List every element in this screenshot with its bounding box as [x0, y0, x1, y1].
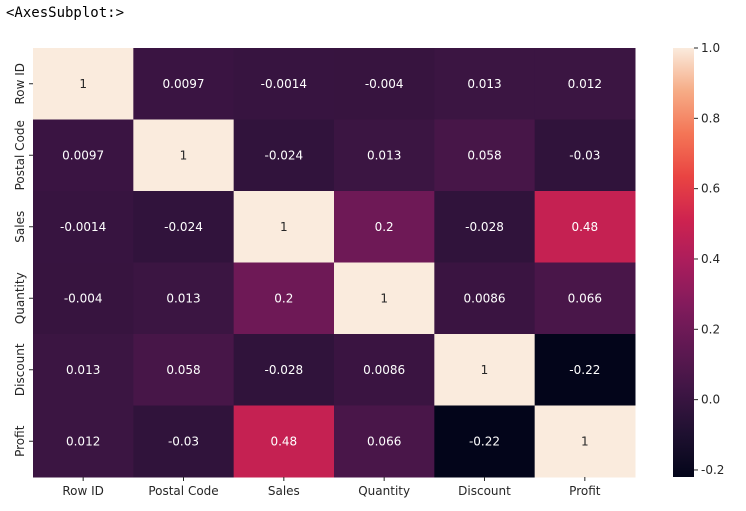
heatmap-cell-5-3	[334, 405, 435, 478]
cell-value-label-4-4: 1	[481, 363, 489, 377]
cell-value-label-0-0: 1	[79, 77, 87, 91]
cell-value-label-0-2: -0.0014	[261, 77, 307, 91]
heatmap-cell-4-3	[334, 334, 435, 406]
cell-value-label-2-2: 1	[280, 220, 288, 234]
cell-value-label-1-4: 0.058	[467, 148, 501, 162]
heatmap-cell-4-4	[434, 334, 536, 406]
y-tick-label-0: Row ID	[13, 63, 27, 105]
cell-value-label-3-3: 1	[380, 291, 388, 305]
cell-value-label-4-5: -0.22	[569, 363, 600, 377]
heatmap-cell-2-5	[534, 191, 636, 263]
colorbar-tick-label-3: 0.4	[701, 252, 720, 266]
cell-value-label-1-0: 0.0097	[62, 148, 104, 162]
cell-value-label-5-4: -0.22	[469, 434, 500, 448]
heatmap-cell-1-1	[133, 119, 235, 192]
cell-value-label-5-3: 0.066	[367, 434, 401, 448]
heatmap-cell-3-2	[233, 262, 335, 335]
cell-value-label-3-5: 0.066	[568, 291, 602, 305]
cell-value-label-4-0: 0.013	[66, 363, 100, 377]
heatmap-cell-0-2	[233, 48, 335, 120]
colorbar-tick-label-5: 0.0	[701, 393, 720, 407]
colorbar-tick-label-4: 0.2	[701, 322, 720, 336]
colorbar-tick-label-6: -0.2	[701, 463, 724, 477]
cell-value-label-1-2: -0.024	[264, 148, 303, 162]
cell-value-label-5-2: 0.48	[270, 434, 297, 448]
cell-value-label-4-2: -0.028	[264, 363, 303, 377]
cell-value-label-3-1: 0.013	[166, 291, 200, 305]
heatmap-cell-1-5	[534, 119, 636, 192]
heatmap-cell-5-2	[233, 405, 335, 478]
heatmap-cell-1-4	[434, 119, 536, 192]
heatmap-cell-5-5	[534, 405, 636, 478]
cell-value-label-0-3: -0.004	[365, 77, 404, 91]
heatmap-cell-3-3	[334, 262, 435, 335]
heatmap-cell-3-0	[33, 262, 134, 335]
heatmap-cell-3-4	[434, 262, 536, 335]
cell-value-label-2-4: -0.028	[465, 220, 504, 234]
cell-value-label-0-1: 0.0097	[163, 77, 205, 91]
colorbar-tick-label-1: 0.8	[701, 111, 720, 125]
heatmap-cell-3-5	[534, 262, 636, 335]
x-tick-label-4: Discount	[458, 484, 511, 498]
heatmap-cell-4-2	[233, 334, 335, 406]
cell-value-label-3-0: -0.004	[64, 291, 103, 305]
cell-value-label-3-2: 0.2	[274, 291, 293, 305]
cell-value-label-2-5: 0.48	[571, 220, 598, 234]
cell-value-label-2-1: -0.024	[164, 220, 203, 234]
colorbar-tick-label-0: 1.0	[701, 41, 720, 55]
cell-value-label-5-0: 0.012	[66, 434, 100, 448]
heatmap-cell-2-1	[133, 191, 235, 263]
cell-value-label-5-1: -0.03	[168, 434, 199, 448]
x-tick-label-3: Quantity	[358, 484, 410, 498]
y-tick-label-1: Postal Code	[13, 120, 27, 190]
heatmap-cell-1-2	[233, 119, 335, 192]
x-tick-label-1: Postal Code	[148, 484, 218, 498]
heatmap-cell-0-1	[133, 48, 235, 120]
heatmap-cell-5-4	[434, 405, 536, 478]
x-tick-label-5: Profit	[569, 484, 601, 498]
y-tick-label-4: Discount	[13, 343, 27, 396]
heatmap-cell-0-4	[434, 48, 536, 120]
heatmap-cell-2-2	[233, 191, 335, 263]
cell-value-label-4-1: 0.058	[166, 363, 200, 377]
x-tick-label-2: Sales	[268, 484, 300, 498]
heatmap-cell-3-1	[133, 262, 235, 335]
heatmap-cell-5-1	[133, 405, 235, 478]
cell-value-label-5-5: 1	[581, 434, 589, 448]
heatmap-cell-0-3	[334, 48, 435, 120]
x-tick-label-0: Row ID	[62, 484, 104, 498]
heatmap-cells: 1 0.0097 -0.0014 -0.004 0.013 0.012 0.0097 1 -0.…	[33, 48, 636, 478]
cell-value-label-1-3: 0.013	[367, 148, 401, 162]
cell-value-label-1-5: -0.03	[569, 148, 600, 162]
cell-output-label: <AxesSubplot:>	[6, 5, 125, 21]
heatmap-cell-2-3	[334, 191, 435, 263]
colorbar-gradient	[673, 48, 694, 477]
heatmap-cell-2-0	[33, 191, 134, 263]
y-tick-label-2: Sales	[13, 211, 27, 243]
heatmap-cell-1-3	[334, 119, 435, 192]
heatmap-cell-0-0	[33, 48, 134, 120]
heatmap-cell-4-5	[534, 334, 636, 406]
x-tick-labels: Row ID Postal Code Sales Quantity Discount Pr…	[62, 477, 601, 498]
cell-value-label-0-4: 0.013	[467, 77, 501, 91]
heatmap-cell-2-4	[434, 191, 536, 263]
cell-value-label-0-5: 0.012	[568, 77, 602, 91]
heatmap-cell-4-1	[133, 334, 235, 406]
cell-value-label-4-3: 0.0086	[363, 363, 405, 377]
cell-value-label-1-1: 1	[180, 148, 188, 162]
cell-value-label-2-3: 0.2	[375, 220, 394, 234]
y-tick-label-5: Profit	[13, 425, 27, 457]
cell-value-label-2-0: -0.0014	[60, 220, 106, 234]
colorbar: 1.0 0.8 0.6 0.4 0.2 0.0 -0.2	[673, 41, 724, 477]
heatmap-cell-4-0	[33, 334, 134, 406]
cell-value-label-3-4: 0.0086	[464, 291, 506, 305]
y-tick-label-3: Quantity	[13, 272, 27, 324]
y-tick-labels: Row ID Postal Code Sales Quantity Discount Pr…	[13, 63, 33, 457]
colorbar-tick-label-2: 0.6	[701, 182, 720, 196]
heatmap-cell-1-0	[33, 119, 134, 192]
heatmap-cell-0-5	[534, 48, 636, 120]
heatmap-cell-5-0	[33, 405, 134, 478]
